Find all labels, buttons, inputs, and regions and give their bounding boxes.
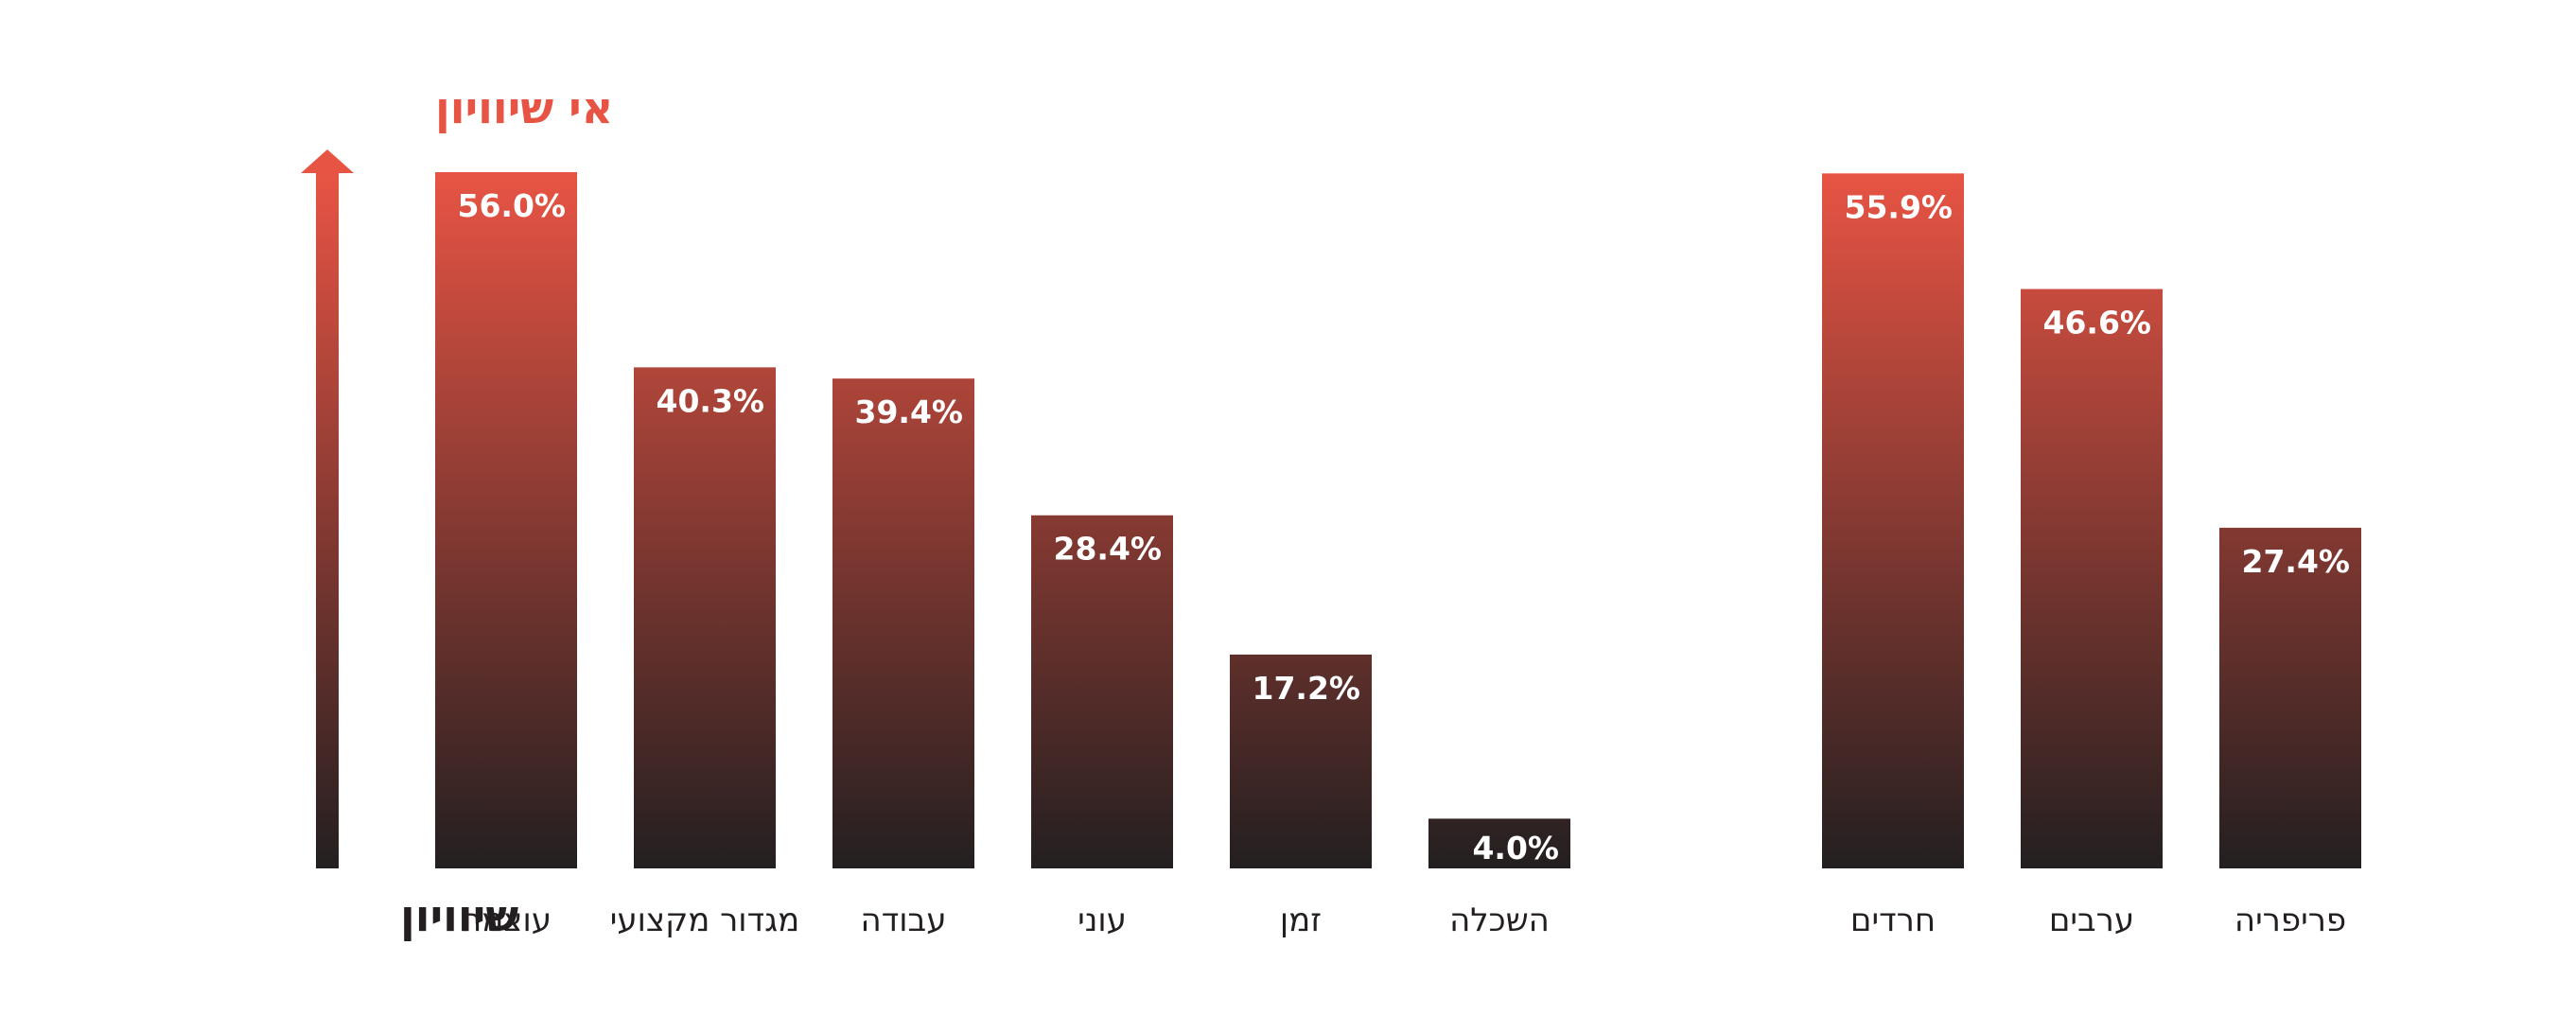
bar-value-label: 39.4% — [855, 394, 964, 430]
bar — [435, 172, 577, 868]
bar-value-label: 27.4% — [2242, 543, 2351, 580]
bar — [1428, 818, 1570, 868]
scale-bottom-label: שיוויון — [400, 890, 518, 941]
bar — [1230, 654, 1372, 868]
bar-group-populations: 55.9% חרדים 46.6% ערבים 27.4% פריפריה — [1822, 173, 2361, 939]
bar — [634, 367, 776, 868]
bar — [2021, 289, 2163, 868]
category-label: עוני — [1078, 902, 1127, 939]
category-label: ערבים — [2049, 902, 2134, 939]
bar — [832, 378, 974, 869]
bar-value-label: 46.6% — [2043, 305, 2152, 341]
category-label: פריפריה — [2234, 902, 2346, 939]
category-label: השכלה — [1449, 902, 1550, 939]
bar-group-categories: 56.0% עוצמה 40.3% מגדור מקצועי 39.4% עבודה 28.… — [435, 172, 1570, 939]
bar-value-label: 4.0% — [1472, 830, 1559, 867]
bar-value-label: 55.9% — [1845, 188, 1954, 225]
scale-top-label: אי שיוויון — [435, 82, 613, 133]
bar-value-label: 56.0% — [458, 187, 567, 224]
bar-value-label: 17.2% — [1253, 670, 1361, 707]
scale-indicator: אי שיוויון שיוויון — [301, 82, 613, 941]
bar-value-label: 40.3% — [657, 382, 765, 419]
category-label: זמן — [1280, 902, 1322, 939]
bar-value-label: 28.4% — [1054, 531, 1163, 568]
bar — [1031, 515, 1173, 868]
bar — [2219, 527, 2361, 868]
category-label: מגדור מקצועי — [610, 902, 799, 939]
arrow-up-icon — [301, 149, 354, 868]
bar — [1822, 173, 1964, 869]
category-label: עוצמה — [461, 902, 552, 939]
category-label: עבודה — [861, 902, 947, 939]
category-label: חרדים — [1850, 902, 1936, 939]
